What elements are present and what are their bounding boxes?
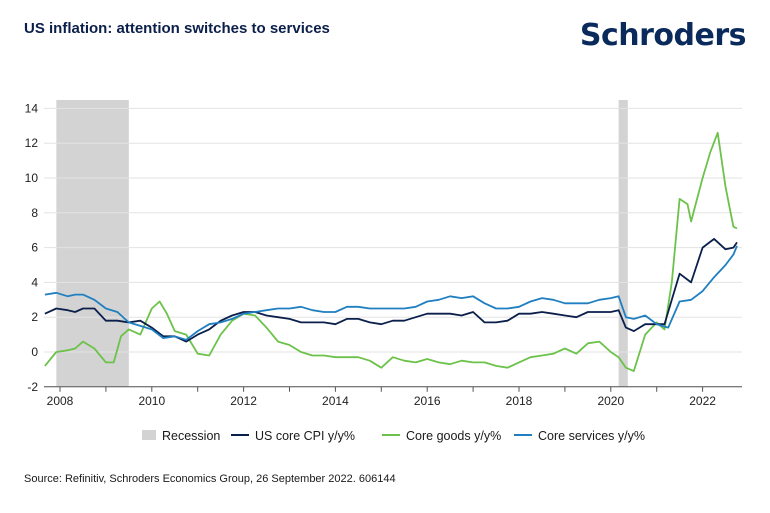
series-line-core-goods [44, 131, 738, 372]
legend-label-core-services: Core services y/y% [538, 429, 645, 443]
axis-layer: -2 0 2 4 6 8 10 12 14 2008 2010 2012 2014 2016 2018 202… [25, 101, 742, 408]
x-tick-label: 2008 [47, 394, 74, 408]
legend-label-core-cpi: US core CPI y/y% [255, 429, 355, 443]
y-tick-label: -2 [27, 380, 38, 394]
recession-band-2 [618, 100, 628, 387]
legend-label-recession: Recession [162, 429, 220, 443]
y-tick-label: 12 [25, 136, 39, 150]
x-tick-label: 2010 [138, 394, 165, 408]
x-tick-label: 2016 [414, 394, 441, 408]
legend: Recession US core CPI y/y% Core goods y/… [142, 429, 645, 443]
y-tick-label: 14 [25, 101, 39, 115]
y-tick-label: 4 [31, 275, 38, 289]
x-tick-label: 2022 [689, 394, 716, 408]
y-tick-label: 2 [31, 310, 38, 324]
grid-layer [44, 107, 742, 388]
y-tick-label: 8 [31, 206, 38, 220]
source-note: Source: Refinitiv, Schroders Economics G… [24, 473, 396, 485]
series-line-core-cpi [44, 238, 738, 343]
legend-label-core-goods: Core goods y/y% [406, 429, 501, 443]
legend-swatch-recession [142, 430, 156, 440]
x-tick-label: 2014 [322, 394, 349, 408]
chart-title: US inflation: attention switches to serv… [24, 20, 330, 37]
recession-band-1 [56, 100, 129, 387]
x-tick-label: 2012 [230, 394, 257, 408]
schroders-logo: Schroders [579, 18, 747, 53]
series-layer [44, 131, 738, 372]
y-tick-label: 10 [25, 171, 39, 185]
y-tick-label: 6 [31, 241, 38, 255]
y-tick-label: 0 [31, 345, 38, 359]
x-tick-label: 2018 [506, 394, 533, 408]
recession-layer [56, 100, 628, 387]
x-tick-label: 2020 [597, 394, 624, 408]
series-line-core-services [44, 245, 738, 341]
